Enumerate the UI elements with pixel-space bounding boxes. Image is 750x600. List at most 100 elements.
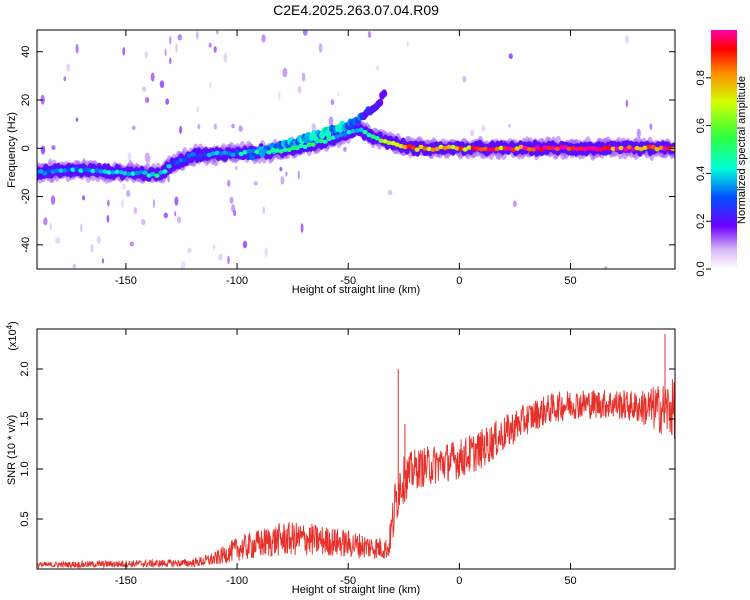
spectrogram-noise-blob xyxy=(152,198,156,209)
spectrogram-noise-blob xyxy=(343,146,347,152)
y-tick-label: 1.5 xyxy=(19,411,31,426)
spectrogram-noise-blob xyxy=(180,261,186,269)
spectrogram-peak-cell xyxy=(166,164,172,169)
spectrogram-peak-cell xyxy=(70,167,76,172)
spectrogram-noise-blob xyxy=(121,198,124,208)
spectrogram-peak-cell xyxy=(594,147,600,152)
spectrogram-noise-blob xyxy=(470,129,475,137)
spectrogram-peak-cell xyxy=(630,147,636,152)
spectrogram-peak-cell xyxy=(662,146,668,151)
spectrogram-noise-blob xyxy=(238,125,243,132)
spectrogram-peak-cell xyxy=(582,147,588,152)
spectrogram-peak-cell xyxy=(406,144,412,149)
spectrogram-noise-blob xyxy=(174,196,179,206)
spectrogram-peak-cell xyxy=(498,145,504,151)
spectrogram-peak-cell xyxy=(410,145,416,150)
spectrogram-peak-cell xyxy=(198,152,204,158)
spectrogram-noise-blob xyxy=(196,31,199,40)
spectrogram-peak-cell xyxy=(238,151,244,157)
spectrogram-noise-blob xyxy=(218,253,223,261)
spectrogram-noise-blob xyxy=(159,80,165,89)
spectrogram-peak-cell xyxy=(482,146,488,151)
spectrogram-peak-cell xyxy=(270,148,276,153)
spectrogram-peak-cell xyxy=(174,160,180,165)
spectrogram-noise-blob xyxy=(197,123,201,130)
spectrogram-noise-blob xyxy=(231,123,235,129)
spectrogram-peak-cell xyxy=(658,145,664,150)
x-tick-label: -50 xyxy=(340,275,356,287)
spectrogram-peak-cell xyxy=(194,154,200,159)
colorbar-ticks: 0.0 0.2 0.4 0.6 0.8 xyxy=(695,70,711,277)
spectrogram-peak-cell xyxy=(450,144,456,150)
spectrogram-noise-blob xyxy=(213,46,217,53)
spectrogram-peak-cell xyxy=(626,145,632,150)
spectrogram-peak-cell xyxy=(246,148,252,154)
spectrogram-noise-blob xyxy=(126,190,131,197)
spectrogram-noise-blob xyxy=(75,117,79,122)
y-tick-label: 0.5 xyxy=(19,511,31,526)
spectrogram-noise-blob xyxy=(96,235,102,244)
spectrogram-peak-cell xyxy=(126,171,132,177)
spectrogram-x-axis: -150 -100 -50 0 50 xyxy=(115,30,577,287)
spectrogram-noise-blob xyxy=(242,240,248,249)
spectrogram-peak-cell xyxy=(322,139,328,144)
spectrogram-peak-cell xyxy=(590,146,596,151)
spectrogram-peak-cell xyxy=(162,169,168,174)
spectrogram-y-axis: -40 -20 0 20 40 xyxy=(20,46,675,253)
spectrogram-noise-blob xyxy=(163,212,168,219)
spectrogram-peak-cell xyxy=(294,145,300,151)
spectrogram-peak-cell xyxy=(530,147,536,152)
spectrogram-peak-cell xyxy=(490,147,496,152)
spectrogram-peak-cell xyxy=(382,139,388,144)
spectrogram-noise-blob xyxy=(318,43,323,53)
spectrogram-noise-blob xyxy=(146,155,151,164)
spectrogram-noise-blob xyxy=(375,66,380,71)
spectrogram-peak-cell xyxy=(206,152,212,158)
spectrogram-peak-cell xyxy=(554,146,560,152)
spectrogram-noise-blob xyxy=(81,195,86,201)
spectrogram-noise-blob xyxy=(196,106,200,113)
y-tick-label: -40 xyxy=(20,237,32,253)
spectrogram-peak-cell xyxy=(330,135,336,140)
snr-y-exponent: (x104) xyxy=(5,321,19,351)
spectrogram-peak-cell xyxy=(302,144,308,149)
spectrogram-noise-blob xyxy=(175,43,178,53)
spectrogram-noise-blob xyxy=(55,237,61,244)
spectrogram-peak-cell xyxy=(414,147,420,152)
spectrogram-peak-cell xyxy=(42,171,48,176)
spectrogram-peak-cell xyxy=(114,169,120,175)
spectrogram-noise-blob xyxy=(297,170,300,180)
spectrogram-noise-blob xyxy=(131,125,136,131)
x-tick-label: 50 xyxy=(564,275,576,287)
spectrogram-peak-cell xyxy=(334,134,340,139)
spectrogram-noise-blob xyxy=(328,116,334,126)
spectrogram-peak-cell xyxy=(106,170,112,175)
y-tick-label: 40 xyxy=(20,46,32,58)
spectrogram-noise-blob xyxy=(649,123,653,131)
spectrogram-peak-cell xyxy=(318,138,324,144)
spectrogram-noise-blob xyxy=(262,206,265,214)
spectrogram-peak-cell xyxy=(602,145,608,150)
spectrogram-peak-cell xyxy=(642,145,648,150)
spectrogram-noise-blob xyxy=(235,165,238,170)
spectrogram-peak-cell xyxy=(646,144,652,150)
spectrogram-noise-blob xyxy=(264,247,268,258)
spectrogram-peak-cell xyxy=(214,150,220,156)
spectrogram-peak-cell xyxy=(522,145,528,151)
spectrogram-peak-cell xyxy=(62,168,68,173)
spectrogram-noise-blob xyxy=(337,92,340,97)
snr-y-label: SNR (10 * v/v) xyxy=(6,415,18,485)
colorbar-tick-label: 0.4 xyxy=(695,166,707,181)
spectrogram-peak-cell xyxy=(210,151,216,156)
spectrogram-peak-cell xyxy=(110,170,116,175)
spectrogram-peak-cell xyxy=(578,146,584,151)
spectrogram-peak-cell xyxy=(326,136,332,142)
x-tick-label: 0 xyxy=(456,575,462,587)
spectrogram-peak-cell xyxy=(638,146,644,152)
colorbar-tick-label: 0.6 xyxy=(695,118,707,133)
x-tick-label: -50 xyxy=(340,575,356,587)
spectrogram-peak-cell xyxy=(618,145,624,151)
spectrogram-noise-blob xyxy=(63,76,67,82)
spectrogram-peak-cell xyxy=(218,151,224,156)
spectrogram-peak-cell xyxy=(422,146,428,151)
